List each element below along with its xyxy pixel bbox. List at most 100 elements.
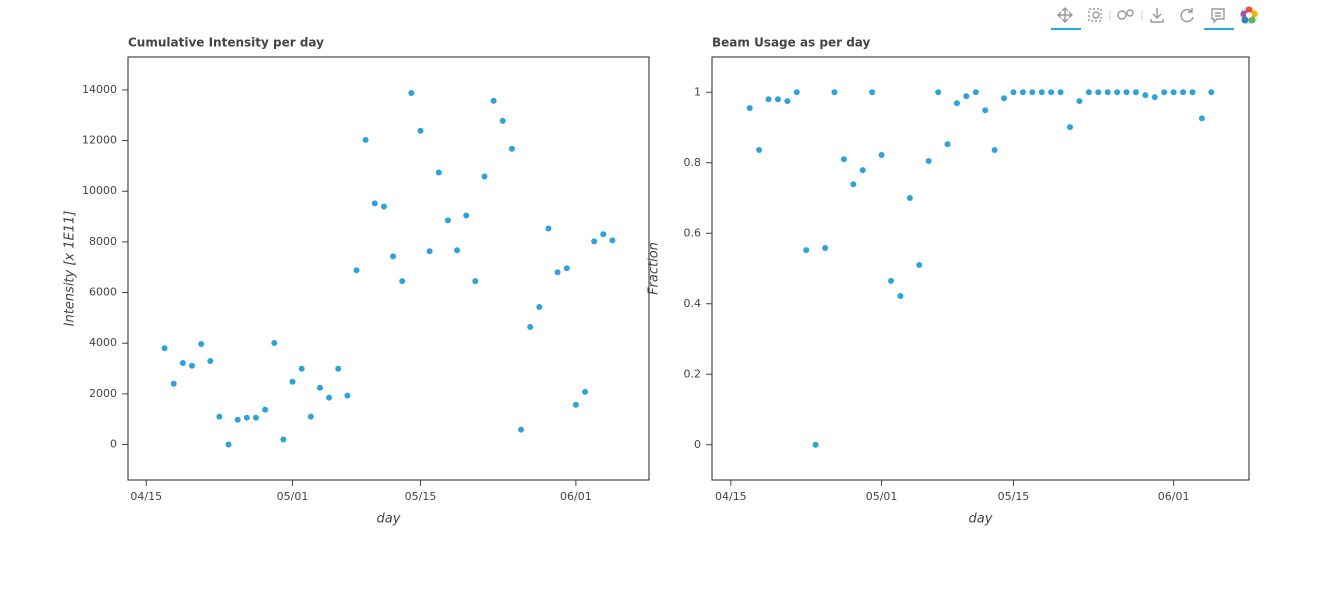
x-axis-label: day — [969, 512, 993, 527]
plot-frame — [711, 56, 1250, 481]
chart-title: Cumulative Intensity per day — [128, 36, 324, 50]
point — [170, 380, 177, 387]
y-tick-label: 8000 — [89, 235, 117, 248]
point — [1208, 89, 1215, 96]
x-tick-label: 05/15 — [998, 490, 1030, 503]
y-tick-label: 0.4 — [684, 297, 702, 310]
point — [953, 100, 960, 107]
point — [399, 278, 406, 285]
point — [1001, 95, 1008, 102]
point — [1076, 98, 1083, 105]
point — [784, 98, 791, 105]
point — [289, 378, 296, 385]
y-tick-label: 0.8 — [684, 156, 702, 169]
point — [972, 89, 979, 96]
y-tick-label: 0.2 — [684, 367, 702, 380]
point — [582, 388, 589, 395]
reset-tool[interactable] — [1180, 8, 1194, 23]
point — [1029, 89, 1036, 96]
point — [869, 89, 876, 96]
point — [463, 212, 470, 219]
point — [944, 141, 951, 148]
point — [508, 145, 515, 152]
point — [1123, 89, 1130, 96]
y-axis-label: Fraction — [647, 242, 662, 295]
point — [1095, 89, 1102, 96]
point — [600, 231, 607, 238]
point — [243, 414, 250, 421]
point — [262, 406, 269, 413]
point — [444, 217, 451, 224]
point — [822, 245, 829, 252]
point — [925, 157, 932, 164]
save-tool[interactable] — [1150, 8, 1164, 23]
point — [280, 436, 287, 443]
wheel-zoom-tool[interactable] — [1117, 9, 1134, 20]
point — [572, 401, 579, 408]
point — [774, 96, 781, 103]
point — [298, 365, 305, 372]
y-tick-label: 0 — [694, 438, 701, 451]
point — [490, 97, 497, 104]
point — [481, 173, 488, 180]
point — [1198, 115, 1205, 122]
hover-tool[interactable] — [1204, 8, 1234, 30]
chart-title: Beam Usage as per day — [712, 36, 871, 50]
point — [216, 413, 223, 420]
point — [563, 265, 570, 272]
point — [982, 107, 989, 114]
point — [1104, 89, 1111, 96]
y-tick-label: 4000 — [89, 336, 117, 349]
bokeh-logo[interactable] — [1240, 6, 1258, 24]
pan-tool[interactable] — [1051, 7, 1081, 30]
point — [362, 136, 369, 143]
point — [1189, 89, 1196, 96]
point — [746, 105, 753, 112]
point — [380, 203, 387, 210]
point — [850, 181, 857, 188]
point — [472, 278, 479, 285]
point — [831, 89, 838, 96]
point — [188, 362, 195, 369]
x-tick-label: 04/15 — [715, 490, 747, 503]
point — [591, 238, 598, 245]
x-tick-label: 04/15 — [130, 490, 162, 503]
point — [840, 156, 847, 163]
point — [225, 441, 232, 448]
point — [935, 89, 942, 96]
point — [527, 324, 534, 331]
point — [417, 127, 424, 134]
point — [316, 384, 323, 391]
point — [1132, 89, 1139, 96]
point — [1038, 89, 1045, 96]
point — [609, 237, 616, 244]
point — [371, 200, 378, 207]
plot-frame — [127, 56, 650, 481]
point — [1057, 89, 1064, 96]
point — [765, 96, 772, 103]
x-tick-label: 06/01 — [1158, 490, 1190, 503]
point — [1019, 89, 1026, 96]
y-tick-label: 14000 — [82, 83, 117, 96]
point — [1114, 89, 1121, 96]
point — [554, 269, 561, 276]
point — [1142, 92, 1149, 99]
y-tick-label: 1 — [694, 85, 701, 98]
y-tick-label: 2000 — [89, 387, 117, 400]
point — [1151, 94, 1158, 101]
point — [1048, 89, 1055, 96]
point — [499, 117, 506, 124]
point — [454, 247, 461, 254]
point — [198, 340, 205, 347]
point — [1161, 89, 1168, 96]
point — [1170, 89, 1177, 96]
point — [344, 392, 351, 399]
point — [906, 195, 913, 201]
point — [536, 304, 543, 311]
point — [991, 147, 998, 154]
point — [307, 413, 314, 420]
point — [545, 225, 552, 232]
point — [271, 339, 278, 346]
box-zoom-tool[interactable] — [1088, 8, 1102, 22]
point — [878, 151, 885, 158]
